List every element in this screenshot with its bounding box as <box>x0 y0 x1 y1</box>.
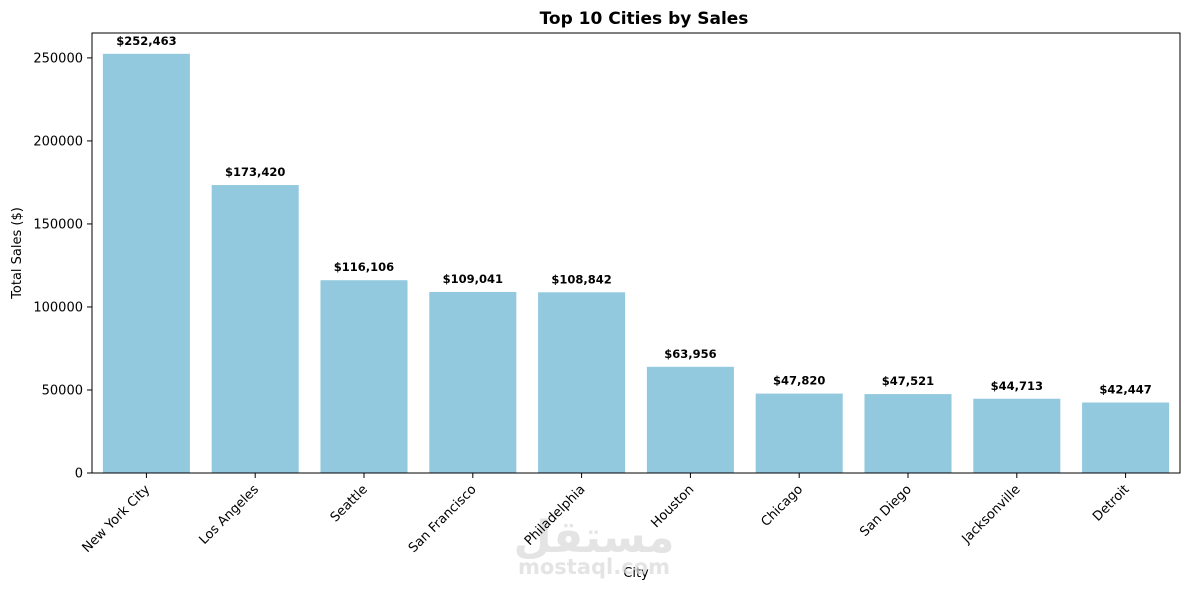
bar-value-label: $173,420 <box>225 165 285 179</box>
x-tick-label: Los Angeles <box>197 482 263 548</box>
y-tick-label: 150000 <box>33 217 83 232</box>
bar <box>538 292 626 473</box>
watermark-arabic: مستقل <box>514 512 675 563</box>
bar <box>973 398 1061 473</box>
bar <box>646 366 734 473</box>
bar <box>864 394 952 473</box>
watermark: مستقل mostaql.com <box>514 512 675 579</box>
x-tick-label: San Francisco <box>406 482 480 556</box>
bar-value-label: $109,041 <box>443 272 503 286</box>
bar-value-label: $108,842 <box>551 272 611 286</box>
x-tick-label: San Diego <box>857 482 915 540</box>
bar-value-label: $63,956 <box>664 347 716 361</box>
bar-value-label: $47,820 <box>773 374 825 388</box>
x-tick-label: Detroit <box>1090 482 1132 524</box>
y-tick-label: 50000 <box>42 383 83 398</box>
bar <box>211 185 299 473</box>
bar-value-label: $116,106 <box>334 260 394 274</box>
bar <box>102 53 190 473</box>
y-axis-title: Total Sales ($) <box>10 207 25 300</box>
watermark-latin: mostaql.com <box>518 555 670 579</box>
bar-value-label: $44,713 <box>991 379 1043 393</box>
y-tick-label: 0 <box>75 467 83 482</box>
bar <box>320 280 408 473</box>
y-tick-label: 250000 <box>33 51 83 66</box>
bar <box>755 393 843 473</box>
bar <box>1082 402 1170 473</box>
x-axis-title: City <box>623 566 649 581</box>
plot-frame <box>91 32 1181 474</box>
bar-value-label: $42,447 <box>1099 383 1151 397</box>
bar-value-label: $47,521 <box>882 374 934 388</box>
x-tick-label: Chicago <box>758 482 806 530</box>
y-tick-label: 100000 <box>33 300 83 315</box>
x-tick-label: Seattle <box>328 482 371 525</box>
bar-value-label: $252,463 <box>116 34 176 48</box>
y-tick-label: 200000 <box>33 134 83 149</box>
chart-title: Top 10 Cities by Sales <box>540 9 749 29</box>
x-tick-label: New York City <box>80 482 154 556</box>
bar <box>429 291 517 473</box>
x-tick-label: Jacksonville <box>959 482 1024 547</box>
